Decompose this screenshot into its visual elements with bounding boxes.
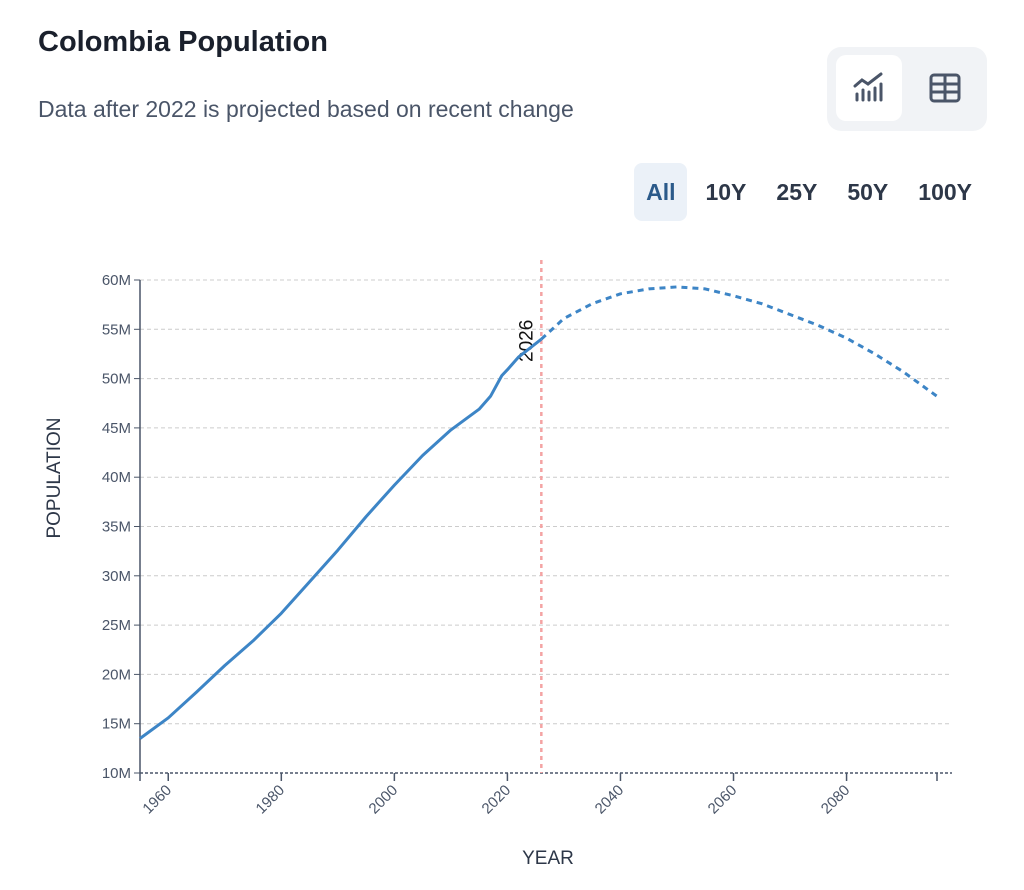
chart-view-button[interactable] <box>836 55 902 121</box>
range-50y-button[interactable]: 50Y <box>847 178 889 205</box>
x-tick-label: 2040 <box>592 782 628 818</box>
table-icon <box>929 73 961 103</box>
y-tick-label: 15M <box>102 716 131 733</box>
projected-line <box>540 285 938 398</box>
y-tick-label: 50M <box>102 371 131 388</box>
y-tick-label: 60M <box>102 272 131 289</box>
x-tick-label: 1960 <box>139 782 175 818</box>
range-all-button[interactable]: All <box>634 163 688 221</box>
projection-marker-label: 2026 <box>516 320 537 362</box>
y-tick-label: 35M <box>102 519 131 536</box>
y-tick-label: 55M <box>102 321 131 338</box>
x-axis-label: YEAR <box>522 848 574 869</box>
range-25y-button[interactable]: 25Y <box>776 178 818 205</box>
line-chart-icon <box>853 72 883 102</box>
y-tick-label: 45M <box>102 420 131 437</box>
view-toggle <box>827 47 987 131</box>
x-tick-label: 1980 <box>253 782 289 818</box>
y-axis-label: POPULATION <box>44 417 65 538</box>
y-tick-label: 10M <box>102 765 131 782</box>
x-tick-label: 2020 <box>479 782 515 818</box>
y-tick-label: 40M <box>102 469 131 486</box>
x-tick-label: 2000 <box>366 782 402 818</box>
table-view-button[interactable] <box>912 55 978 121</box>
range-100y-button[interactable]: 100Y <box>918 178 972 205</box>
y-tick-label: 25M <box>102 617 131 634</box>
page-title: Colombia Population <box>38 26 328 58</box>
range-selector: All 10Y 25Y 50Y 100Y <box>628 163 984 221</box>
range-10y-button[interactable]: 10Y <box>705 178 747 205</box>
y-tick-label: 30M <box>102 568 131 585</box>
y-tick-label: 20M <box>102 666 131 683</box>
x-tick-label: 2060 <box>705 782 741 818</box>
page-subtitle: Data after 2022 is projected based on re… <box>38 96 574 122</box>
x-tick-label: 2080 <box>818 782 854 818</box>
historical-line <box>139 338 543 740</box>
